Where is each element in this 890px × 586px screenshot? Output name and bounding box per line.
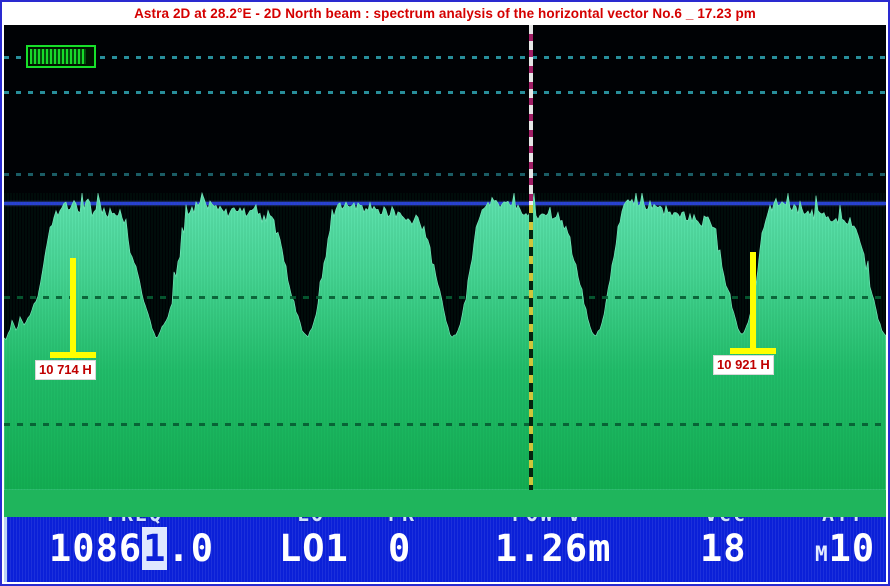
marker-right-label: 10 921 H <box>713 355 774 375</box>
center-frequency-line-green <box>529 205 533 490</box>
att-value[interactable]: M10 <box>815 527 875 570</box>
gridline-horizontal-3 <box>4 173 886 176</box>
signal-strength-bargraph <box>26 45 96 68</box>
freq-value[interactable]: 10861.0 <box>49 527 214 570</box>
gridline-horizontal-1 <box>4 56 886 59</box>
marker-left-stem <box>70 258 76 352</box>
marker-right[interactable] <box>730 252 776 354</box>
spectrum-floor-fill <box>4 490 886 517</box>
freq-cursor-digit: 1 <box>142 527 168 570</box>
analyzer-display: 10 714 H 10 921 H <box>4 25 886 582</box>
att-number: 10 <box>828 527 876 570</box>
marker-left[interactable] <box>50 258 96 358</box>
gridline-horizontal-2 <box>4 91 886 94</box>
lo-value[interactable]: LO1 <box>279 527 349 570</box>
marker-left-label: 10 714 H <box>35 360 96 380</box>
spectrum-plot-area: 10 714 H 10 921 H <box>4 25 886 490</box>
marker-right-base <box>730 348 776 354</box>
gridline-horizontal-4 <box>4 296 886 299</box>
page-title: Astra 2D at 28.2°E - 2D North beam : spe… <box>134 5 756 21</box>
marker-left-base <box>50 352 96 358</box>
gridline-horizontal-5 <box>4 423 886 426</box>
signal-strength-bars <box>30 49 86 64</box>
center-frequency-line <box>529 25 533 205</box>
spectrum-trace <box>4 191 886 490</box>
att-prefix: M <box>815 542 829 566</box>
powv-value[interactable]: 1.26m <box>495 527 612 570</box>
vcc-value[interactable]: 18 <box>700 527 747 570</box>
title-bar: Astra 2D at 28.2°E - 2D North beam : spe… <box>2 2 888 24</box>
pr-value[interactable]: 0 <box>388 527 412 570</box>
reference-level-line <box>4 202 886 205</box>
marker-right-stem <box>750 252 756 348</box>
